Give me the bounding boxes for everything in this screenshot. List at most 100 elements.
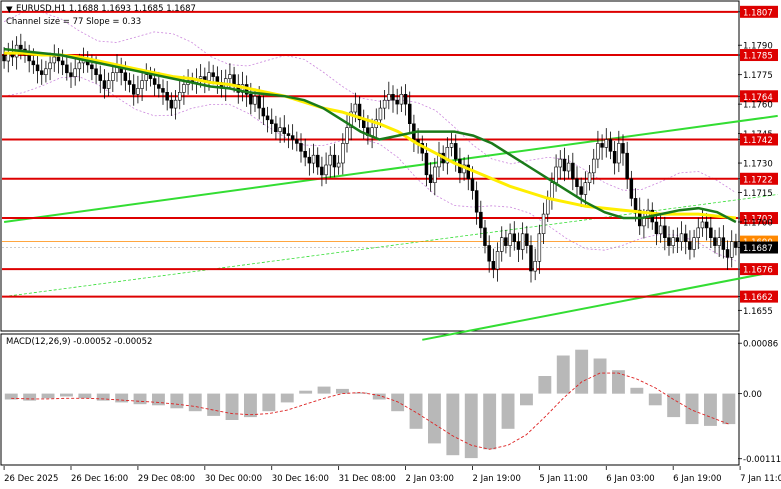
macd-histogram-bar: [170, 393, 184, 409]
candle-body: [349, 111, 353, 128]
candle-body: [729, 241, 734, 258]
candle-body: [35, 64, 40, 72]
ma-green-line: [3, 47, 737, 224]
time-label: 30 Dec 16:00: [272, 474, 329, 484]
time-label: 6 Jan 19:00: [673, 474, 721, 484]
candle-body: [169, 99, 174, 109]
candle-body: [575, 178, 579, 188]
chart-symbol-info: EURUSD,H1 1.1688 1.1693 1.1685 1.1687: [16, 4, 196, 14]
candle-body: [295, 139, 299, 144]
price-label: 1.1785: [743, 52, 773, 62]
price-label: 1.1760: [743, 101, 773, 111]
candle-body: [512, 233, 516, 243]
macd-histogram-bar: [704, 393, 717, 426]
candle-body: [725, 249, 730, 258]
macd-histogram-bar: [41, 393, 55, 399]
candle-body: [382, 99, 387, 109]
macd-histogram-bar: [575, 349, 589, 394]
candle-body: [48, 62, 52, 70]
macd-histogram-bar: [188, 393, 202, 412]
candle-body: [152, 78, 157, 85]
time-label: 31 Dec 08:00: [339, 474, 396, 484]
candle-body: [2, 54, 6, 62]
candle-body: [303, 151, 307, 158]
macd-histogram-bar: [391, 393, 405, 412]
candle-body: [495, 251, 500, 270]
macd-histogram-bar: [612, 370, 625, 394]
macd-signal-line: [11, 372, 729, 450]
price-label-box: [740, 133, 778, 146]
price-label: 1.1655: [743, 307, 773, 317]
macd-histogram-bar: [354, 392, 368, 394]
candle-body: [161, 88, 165, 93]
candle-body: [144, 74, 149, 81]
candle-body: [353, 103, 358, 113]
candle-body: [591, 158, 596, 174]
candle-body: [621, 143, 625, 154]
macd-histogram-bar: [648, 393, 662, 406]
macd-histogram-bar: [520, 393, 533, 406]
candle-body: [516, 241, 521, 250]
candle-body: [428, 174, 433, 184]
time-label: 2 Jan 19:00: [472, 474, 520, 484]
price-label: 1.1775: [743, 71, 773, 81]
candle-body: [395, 99, 399, 105]
candle-body: [65, 64, 69, 74]
candle-body: [504, 237, 508, 246]
time-axis: 26 Dec 2025 26 Dec 16:00 29 Dec 08:00 30 De…: [3, 466, 781, 484]
candle-body: [232, 74, 236, 85]
candle-body: [56, 56, 61, 62]
candle-body: [399, 94, 404, 105]
candle-body: [617, 143, 621, 164]
macd-histogram-bar: [60, 393, 73, 397]
candle-body: [692, 237, 696, 250]
macd-histogram-bar: [78, 393, 92, 399]
candle-body: [132, 84, 136, 95]
symbol-arrow-icon[interactable]: ▼: [6, 5, 13, 15]
candle-body: [73, 68, 77, 78]
macd-histogram-bar: [299, 390, 313, 394]
candle-body: [604, 139, 608, 148]
time-label: 2 Jan 03:00: [406, 474, 454, 484]
macd-histogram-bar: [207, 393, 221, 416]
candle-body: [178, 92, 182, 101]
price-label: 1.1702: [743, 215, 773, 225]
candle-body: [102, 80, 107, 89]
candle-body: [596, 143, 600, 160]
candle-body: [600, 143, 604, 148]
price-label-box: [740, 172, 778, 185]
price-label: 1.1700: [743, 218, 773, 228]
ma-yellow-line: [4, 51, 737, 220]
candle-body: [487, 245, 491, 262]
candle-body: [407, 103, 412, 124]
candle-body: [127, 80, 132, 85]
time-label: 5 Jan 11:00: [539, 474, 587, 484]
candle-body: [583, 182, 588, 195]
candle-body: [341, 143, 345, 164]
price-label: 1.1764: [743, 93, 773, 103]
candle-body: [299, 143, 303, 152]
macd-histogram-bar: [280, 393, 294, 403]
candle-body: [274, 123, 278, 133]
macd-histogram-bar: [336, 388, 349, 394]
candle-body: [403, 94, 408, 105]
candle-body: [253, 96, 257, 105]
candle-body: [525, 233, 529, 246]
candle-body: [688, 241, 692, 250]
candle-body: [683, 233, 688, 243]
candle-body: [633, 198, 638, 211]
macd-histogram-bar: [501, 393, 515, 429]
horizontal-levels: [2, 10, 738, 298]
candle-body: [587, 172, 592, 183]
candle-body: [106, 80, 111, 89]
candle-body: [571, 162, 575, 180]
time-label: 26 Dec 16:00: [71, 474, 128, 484]
candle-body: [470, 178, 475, 191]
time-label: 26 Dec 2025: [4, 474, 58, 484]
candle-body: [111, 72, 115, 81]
candle-body: [579, 186, 583, 195]
candle-body: [269, 119, 274, 125]
macd-histogram-bar: [23, 393, 37, 401]
price-label: 1.1722: [743, 175, 773, 185]
